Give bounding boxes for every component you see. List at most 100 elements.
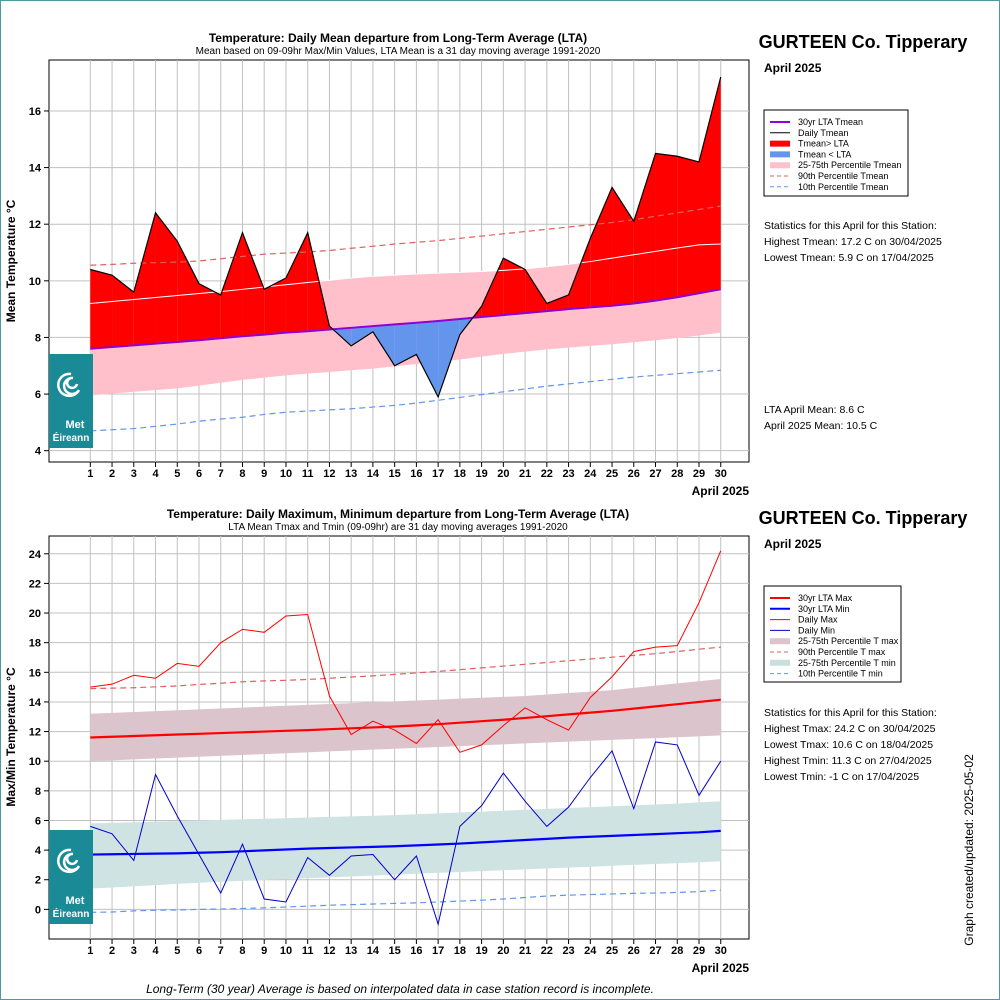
above-lta-area [90,269,113,349]
legend-label: 25-75th Percentile T max [798,636,899,646]
legend-label: Tmean> LTA [798,139,849,149]
met-eireann-logo: Met Éireann [49,354,93,448]
x-tick-label: 4 [152,945,159,957]
top-chart-title: Temperature: Daily Mean departure from L… [209,31,587,45]
bottom-lines [90,550,722,927]
x-tick-label: 9 [261,468,267,480]
legend-label: Daily Max [798,615,838,625]
x-tick-label: 30 [715,468,727,480]
x-tick-label: 2 [109,468,115,480]
x-tick-label: 8 [239,468,245,480]
legend-label: Daily Tmean [798,128,848,138]
line-lta-min [90,829,721,856]
bottom-chart-subtitle: LTA Mean Tmax and Tmin (09-09hr) are 31 … [228,522,568,533]
legend-label: 90th Percentile Tmean [798,171,888,181]
above-lta-area [264,277,286,335]
swirl-icon [57,372,81,398]
top-chart-panel: Temperature: Daily Mean departure from L… [4,31,750,498]
above-lta-area [568,238,591,310]
top-tick-labels: 1 2 3 4 5 6 7 8 9 10 11 12 13 14 15 16 17 18 19 20 21 22 23 24 2… [29,106,727,480]
x-tick-label: 17 [432,468,444,480]
top-grid [49,60,749,462]
bottom-plot-frame [48,535,750,940]
legend-label: Tmean < LTA [798,149,851,159]
top-chart-subtitle: Mean based on 09-09hr Max/Min Values, LT… [196,46,601,57]
y-tick-label: 2 [35,875,41,887]
line-lta-tmean [90,288,721,350]
logo-text-eireann: Éireann [53,431,90,444]
above-lta-area [677,156,699,298]
x-tick-label: 3 [131,945,137,957]
x-tick-label: 6 [196,468,202,480]
above-lta-area [699,76,721,294]
x-tick-label: 21 [519,468,531,480]
bottom-legend-box [763,585,902,683]
bottom-x-axis-label: April 2025 [692,961,750,975]
above-lta-area [242,232,265,337]
legend-label: 25-75th Percentile T min [798,658,896,668]
x-tick-label: 28 [671,468,683,480]
bottom-stat-highest-tmin: Highest Tmin: 11.3 C on 27/04/2025 [764,755,932,767]
x-tick-label: 15 [389,468,401,480]
above-lta-area [133,212,156,346]
y-tick-label: 0 [35,904,41,916]
y-tick-label: 20 [29,608,41,620]
bottom-chart-panel: Temperature: Daily Maximum, Minimum depa… [4,507,750,975]
y-tick-label: 12 [29,727,41,739]
line-10th-percentile-tmean [90,369,721,432]
x-tick-label: 7 [218,468,224,480]
line-10th-percentile-tmin [90,889,721,913]
x-tick-label: 1 [87,945,93,957]
percentile-75-edge [90,243,721,304]
x-tick-label: 3 [131,468,137,480]
april-2025-mean: April 2025 Mean: 10.5 C [764,420,878,432]
above-lta-area [655,153,678,301]
legend-label: Daily Min [798,625,835,635]
x-tick-label: 20 [497,468,509,480]
above-lta-area [112,275,134,348]
legend-label: 30yr LTA Tmean [798,117,863,127]
legend-label: 10th Percentile T min [798,669,883,679]
x-tick-label: 13 [345,468,357,480]
x-tick-label: 17 [432,945,444,957]
top-y-axis-label: Mean Temperature °C [4,199,18,322]
x-tick-label: 25 [606,945,618,957]
bottom-chart-title: Temperature: Daily Maximum, Minimum depa… [167,507,629,521]
line-90th-percentile-tmean [90,205,721,266]
y-tick-label: 18 [29,638,41,650]
y-tick-label: 14 [29,697,42,709]
x-tick-label: 6 [196,945,202,957]
y-tick-label: 10 [29,756,41,768]
legend-label: 25-75th Percentile Tmean [798,160,901,170]
below-lta-area [372,324,395,366]
above-lta-area [612,187,634,306]
legend-label: 30yr LTA Max [798,593,853,603]
x-tick-label: 18 [454,468,466,480]
updated-date: Graph created/updated: 2025-05-02 [962,754,976,946]
y-tick-label: 16 [29,667,41,679]
x-tick-label: 5 [174,945,180,957]
bottom-station-title: GURTEEN Co. Tipperary [759,508,968,528]
y-tick-label: 8 [35,332,41,344]
above-lta-area [220,232,243,339]
line-daily-min [90,741,722,927]
lta-april-mean: LTA April Mean: 8.6 C [764,404,865,416]
swirl-icon [57,848,81,874]
top-station-title: GURTEEN Co. Tipperary [759,32,968,52]
legend-label: 30yr LTA Min [798,604,850,614]
top-stat-highest: Highest Tmean: 17.2 C on 30/04/2025 [764,236,942,248]
x-tick-label: 11 [302,468,314,480]
x-tick-label: 19 [475,468,487,480]
above-lta-area [285,232,308,333]
y-tick-label: 10 [29,276,41,288]
x-tick-label: 22 [541,468,553,480]
x-tick-label: 25 [606,468,618,480]
bottom-y-axis-label: Max/Min Temperature °C [4,667,18,807]
x-tick-label: 16 [410,945,422,957]
x-tick-label: 27 [649,945,661,957]
x-tick-label: 10 [280,468,292,480]
logo-text-met: Met [66,895,85,907]
